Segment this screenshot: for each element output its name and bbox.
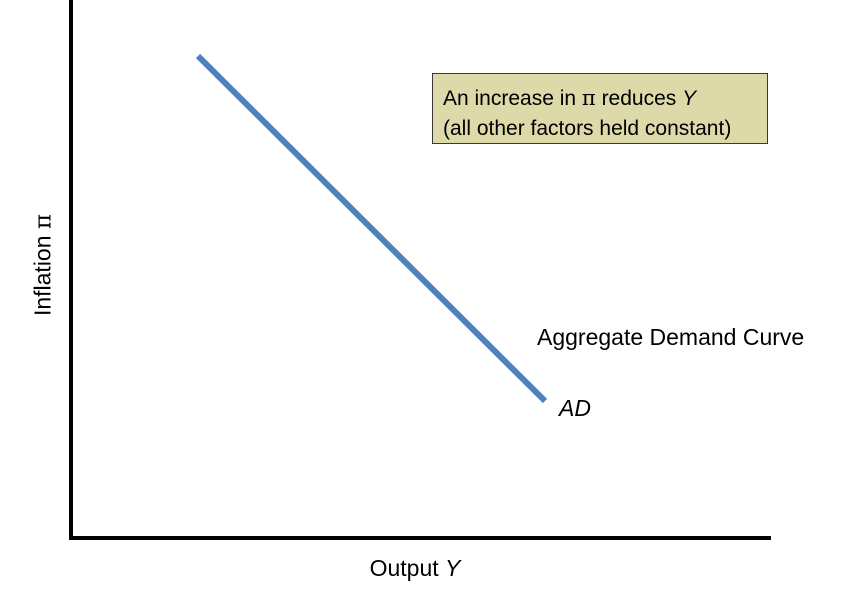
annotation-text-start: An increase in (443, 87, 582, 110)
annotation-box: An increase in π reduces Y (all other fa… (432, 73, 768, 144)
annotation-line-2: (all other factors held constant) (443, 117, 732, 140)
annotation-y-symbol: Y (682, 87, 697, 110)
curve-title: Aggregate Demand Curve (537, 324, 805, 350)
aggregate-demand-line (195, 53, 548, 404)
y-axis-label-text: Inflation (29, 229, 56, 317)
y-axis-label: Inflation π (30, 214, 57, 316)
annotation-text-mid: reduces (595, 87, 683, 110)
x-axis-label: Output Y (370, 555, 461, 582)
y-axis-label-symbol: π (30, 213, 57, 230)
x-axis-label-text: Output (369, 555, 446, 581)
x-axis-label-symbol: Y (445, 555, 461, 581)
annotation-pi-symbol: π (581, 86, 596, 110)
curve-label: AD (559, 395, 591, 421)
annotation-line-1: An increase in π reduces Y (443, 83, 757, 114)
